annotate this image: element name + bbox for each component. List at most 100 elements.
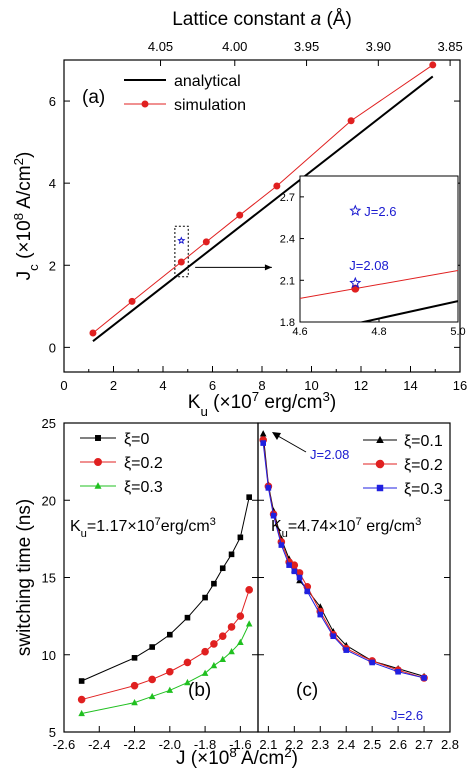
inset: 1.8 2.1 2.4 2.7 4.6 4.8 5.0 J=2.6 J=2.08 — [280, 175, 466, 338]
x-tick-label: 2.6 — [389, 737, 407, 752]
simulation-point — [236, 211, 244, 219]
series-point — [245, 586, 253, 594]
series-point — [421, 675, 427, 681]
series-point — [291, 568, 298, 575]
top-tick-label: 3.90 — [366, 39, 391, 54]
panel-label-a: (a) — [82, 87, 105, 108]
legend-marker — [375, 459, 385, 469]
zoom-arrow-head — [264, 264, 272, 271]
series-point — [77, 695, 86, 704]
x-tick-label: 2.2 — [285, 737, 303, 752]
series-point — [149, 644, 155, 650]
star-point — [177, 236, 186, 245]
x-tick-label: 2.5 — [363, 737, 381, 752]
inset-x-label: 5.0 — [450, 326, 465, 338]
legend-analytical-label: analytical — [174, 73, 241, 90]
inset-y-label: 2.4 — [280, 234, 295, 246]
series-point — [210, 640, 218, 648]
series-point — [304, 588, 311, 595]
y-tick-label: 2 — [49, 258, 56, 273]
y-tick-label: 5 — [49, 725, 56, 740]
annotation-j26: J=2.6 — [391, 708, 423, 723]
series-point — [290, 561, 299, 569]
panel-c: 2.1 2.2 2.3 2.4 2.5 2.6 2.7 2.8 (c) Ku=4.74×107 e… — [257, 422, 459, 752]
y-axis-label: switching time (ns) — [14, 499, 35, 656]
legend-marker — [376, 435, 384, 444]
series-point — [131, 655, 138, 661]
inset-analytical-line — [358, 300, 458, 322]
series-line — [262, 443, 425, 679]
legend-label: ξ=0 — [124, 431, 150, 448]
top-tick-label: 3.95 — [294, 39, 319, 54]
inset-star — [349, 276, 362, 289]
annotation-arrow — [277, 435, 307, 453]
series-point — [265, 485, 272, 491]
x-tick-label: 2.7 — [415, 737, 433, 752]
series-point — [296, 574, 303, 581]
simulation-point — [347, 117, 355, 125]
panel-b: -2.6 -2.4 -2.2 -2.0 -1.8 -1.6 5 10 15 20 25 switchi… — [14, 416, 259, 752]
legend-label: ξ=0.2 — [404, 457, 443, 474]
series-point — [228, 551, 235, 558]
legend-simulation-label: simulation — [174, 97, 246, 114]
x-tick-label: 6 — [209, 378, 216, 393]
inset-star-label: J=2.6 — [364, 204, 396, 219]
legend-label: ξ=0.3 — [404, 481, 443, 498]
simulation-point — [273, 182, 281, 190]
x-tick-label: 16 — [453, 378, 467, 393]
x-tick-label: 10 — [304, 378, 318, 393]
series-point — [227, 623, 236, 631]
legend-label: ξ=0.3 — [124, 479, 163, 496]
series-point — [202, 594, 208, 601]
series-point — [183, 658, 192, 667]
top-tick-label: 3.85 — [437, 39, 462, 54]
inset-simulation-line — [300, 270, 458, 299]
panel-a: 0 2 4 6 8 10 12 14 16 0 2 4 6 4.05 4.00 3.95 3.90 3.85 Lat… — [11, 9, 468, 419]
inset-frame — [299, 175, 459, 323]
annotation-arrow-head — [272, 432, 281, 440]
series-point — [246, 494, 252, 500]
y-tick-label: 15 — [42, 571, 56, 586]
panel-label-b: (b) — [188, 680, 211, 701]
annotation-j208: J=2.08 — [310, 447, 349, 462]
x-tick-label: 4 — [159, 378, 166, 393]
y-axis-label: Jc (×108 A/cm2) — [11, 152, 41, 281]
series-point — [259, 430, 267, 437]
y-tick-label: 4 — [49, 176, 56, 191]
series-point — [166, 667, 174, 676]
x-tick-label: -1.6 — [229, 737, 251, 752]
series-point — [237, 534, 244, 541]
inset-y-label: 1.8 — [280, 317, 295, 329]
series-point — [201, 669, 209, 676]
x-axis-label-bc: J (×108 A/cm2) — [176, 745, 298, 770]
series-point — [369, 659, 375, 666]
legend-marker — [94, 458, 102, 466]
simulation-line — [92, 64, 434, 334]
series-point — [286, 562, 292, 568]
y-tick-label: 25 — [42, 416, 56, 431]
x-tick-label: -2.4 — [88, 737, 110, 752]
series-point — [317, 611, 324, 618]
series-line — [262, 433, 425, 677]
x-tick-label: 2.4 — [337, 737, 355, 752]
inset-x-label: 4.6 — [292, 326, 307, 338]
inset-y-label: 2.7 — [280, 192, 295, 204]
series-point — [130, 681, 139, 690]
panel-label-c: (c) — [296, 680, 318, 701]
x-tick-label: 2.3 — [311, 737, 329, 752]
series-point — [184, 614, 191, 621]
inset-x-label: 4.8 — [371, 326, 386, 338]
series-line — [81, 589, 250, 701]
x-tick-label: -2.2 — [123, 737, 145, 752]
x-tick-label: 14 — [403, 378, 417, 393]
y-tick-label: 6 — [49, 94, 56, 109]
simulation-point — [202, 238, 210, 246]
y-tick-label: 20 — [42, 493, 56, 508]
series-point — [148, 675, 156, 684]
series-point — [211, 580, 217, 587]
x-tick-label: 2 — [110, 378, 117, 393]
series-point — [395, 668, 401, 675]
series-point — [237, 638, 244, 646]
series-point — [260, 440, 266, 446]
